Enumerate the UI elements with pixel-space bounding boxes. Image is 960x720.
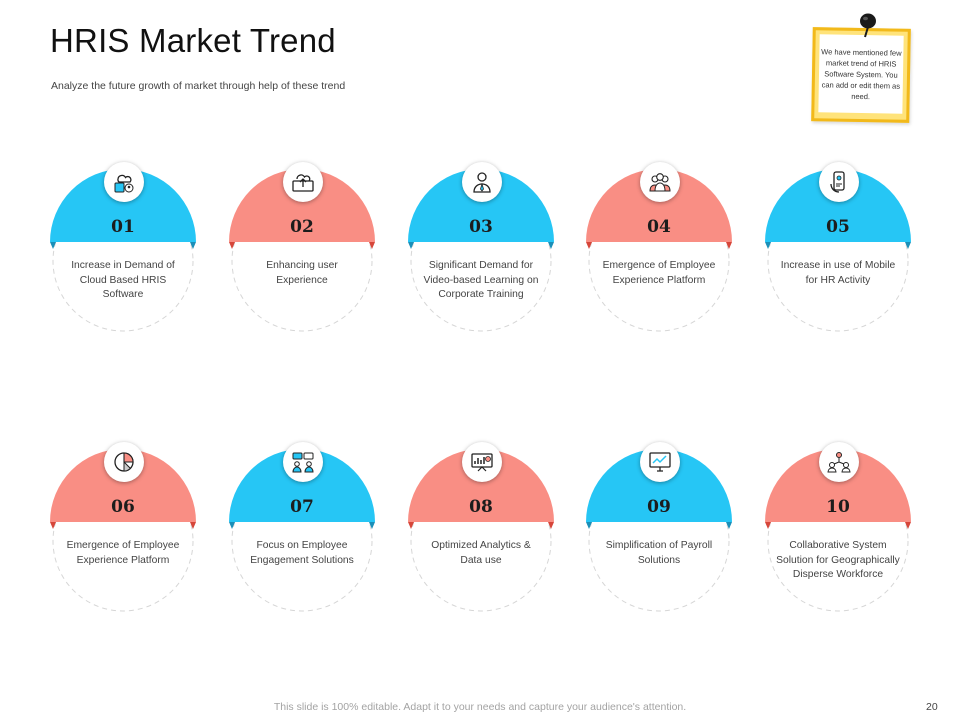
trend-card: 04 Emergence of Employee Experience Platf… <box>585 162 735 372</box>
trend-number: 10 <box>826 497 850 517</box>
trend-description: Emergence of Employee Experience Platfor… <box>602 260 716 286</box>
trend-card: 05 Increase in use of Mobile for HR Activ… <box>764 162 914 372</box>
trend-description: Simplification of Payroll Solutions <box>605 540 713 566</box>
trend-arc <box>229 449 375 612</box>
cloud-user-icon <box>114 174 134 193</box>
monitor-chart-icon <box>649 452 671 472</box>
chat-people-icon <box>292 452 314 473</box>
trend-icon-badge <box>283 442 323 482</box>
trend-arc <box>765 449 911 612</box>
network-people-icon <box>827 452 851 473</box>
trend-number: 01 <box>111 217 135 237</box>
trend-icon-badge <box>819 162 859 202</box>
cloud-upload-monitor-icon <box>292 174 314 192</box>
page-title: HRIS Market Trend <box>50 22 336 59</box>
businessman-icon <box>473 172 491 193</box>
trend-card: 09 Simplification of Payroll Solutions <box>585 442 735 652</box>
trend-number: 07 <box>290 497 314 517</box>
trend-card: 01 Increase in Demand of Cloud Based HRIS… <box>49 162 199 372</box>
trend-arc <box>50 449 196 612</box>
trend-number: 08 <box>469 497 493 517</box>
trend-card: 03 Significant Demand for Video-based Lea… <box>407 162 557 372</box>
trend-card: 10 Collaborative System Solution for Geog… <box>764 442 914 652</box>
trend-number: 06 <box>111 497 135 517</box>
sticky-note: We have mentioned few market trend of HR… <box>811 27 911 123</box>
trend-description: Collaborative System Solution for Geogra… <box>776 540 900 580</box>
trend-icon-badge <box>283 162 323 202</box>
trend-description: Significant Demand for Video-based Learn… <box>423 260 539 300</box>
trend-number: 04 <box>647 217 671 237</box>
trend-arc <box>586 169 732 332</box>
trend-description: Focus on Employee Engagement Solutions <box>250 540 354 566</box>
trend-description: Increase in Demand of Cloud Based HRIS S… <box>71 260 175 300</box>
team-icon <box>649 173 671 192</box>
trend-description: Optimized Analytics & Data use <box>431 540 531 566</box>
pie-chart-icon <box>114 452 134 472</box>
trend-description: Emergence of Employee Experience Platfor… <box>66 540 180 566</box>
trend-icon-badge <box>462 162 502 202</box>
trend-card: 06 Emergence of Employee Experience Platf… <box>49 442 199 652</box>
trend-arc <box>50 169 196 332</box>
sticky-note-text: We have mentioned few market trend of HR… <box>818 34 904 114</box>
trend-card: 07 Focus on Employee Engagement Solutions <box>228 442 378 652</box>
footer-text: This slide is 100% editable. Adapt it to… <box>273 701 687 713</box>
trend-description: Enhancing user Experience <box>266 260 338 286</box>
trend-card: 08 Optimized Analytics & Data use <box>407 442 557 652</box>
mobile-hand-icon <box>830 171 845 193</box>
pushpin-icon <box>860 13 876 38</box>
trend-icon-badge <box>462 442 502 482</box>
trend-arc <box>408 449 554 612</box>
trend-arc <box>229 169 375 332</box>
trend-icon-badge <box>819 442 859 482</box>
page-number: 20 <box>926 701 938 713</box>
trend-icon-badge <box>104 162 144 202</box>
trend-icon-badge <box>104 442 144 482</box>
trend-card: 02 Enhancing user Experience <box>228 162 378 372</box>
analytics-board-icon <box>471 453 493 472</box>
trend-number: 02 <box>290 217 314 237</box>
page-subtitle: Analyze the future growth of market thro… <box>51 80 346 92</box>
trend-arc <box>765 169 911 332</box>
trend-arc <box>586 449 732 612</box>
trend-icon-badge <box>640 162 680 202</box>
trend-number: 09 <box>647 497 671 517</box>
trend-arc <box>408 169 554 332</box>
trend-number: 05 <box>826 217 850 237</box>
trend-number: 03 <box>469 217 493 237</box>
trend-description: Increase in use of Mobile for HR Activit… <box>780 260 896 286</box>
trend-icon-badge <box>640 442 680 482</box>
